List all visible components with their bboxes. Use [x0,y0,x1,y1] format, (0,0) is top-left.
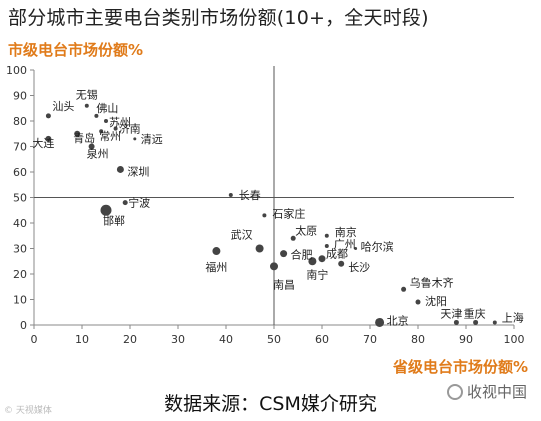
point-label: 太原 [295,224,317,237]
point-label: 沈阳 [425,294,447,308]
point-label: 长春 [239,189,261,202]
x-tick-label: 20 [123,333,137,346]
point-label: 无锡 [76,88,98,102]
data-point [45,113,51,119]
y-tick-label: 50 [13,192,27,205]
watermark-left: © 天视媒体 [4,406,52,416]
data-point [133,137,137,141]
x-tick-label: 0 [31,333,38,346]
data-point [45,135,52,142]
point-label: 常州 [99,130,121,143]
point-label: 成都 [326,248,348,261]
data-point [375,317,385,327]
point-label: 邯郸 [103,213,125,227]
x-tick-label: 50 [267,333,281,346]
data-point [473,319,479,325]
y-tick-label: 100 [6,64,27,77]
y-tick-label: 30 [13,243,27,256]
wechat-icon [446,384,463,400]
data-point [415,299,421,305]
point-label: 佛山 [96,102,118,115]
point-label: 长沙 [348,261,370,274]
y-tick-label: 10 [13,294,27,307]
data-point [280,250,288,258]
point-label: 武汉 [231,229,253,242]
data-point [401,286,407,292]
data-point [290,235,296,241]
data-point [255,244,264,253]
y-tick-label: 90 [13,90,27,103]
data-points [45,103,497,327]
x-tick-label: 100 [504,333,525,346]
watermark-right: 收视中国 [446,381,527,402]
data-point [492,320,497,325]
page-title: 部分城市主要电台类别市场份额(10+，全天时段) [8,7,429,29]
data-point [116,165,124,173]
data-point [308,257,317,266]
point-label: 青岛 [73,131,95,145]
data-point [453,319,459,325]
x-tick-label: 30 [171,333,185,346]
data-point [88,143,95,150]
data-point [338,260,345,267]
data-point [318,255,326,263]
point-label: 南京 [335,225,357,239]
y-axis-label: 市级电台市场份额% [8,41,143,59]
point-label: 天津 [440,307,462,320]
x-tick-label: 90 [459,333,473,346]
x-tick-label: 80 [411,333,425,346]
x-tick-label: 60 [315,333,329,346]
point-label: 福州 [205,260,227,274]
point-label: 泉州 [87,147,109,161]
point-label: 大连 [32,136,54,150]
point-label: 合肥 [291,248,313,262]
y-tick-label: 20 [13,268,27,281]
data-point [354,247,358,250]
point-label: 广州 [334,238,356,251]
point-label: 南昌 [273,278,295,291]
data-point [324,243,329,248]
point-label: 南宁 [306,267,328,281]
point-label: 济南 [119,122,141,136]
point-label: 乌鲁木齐 [410,275,454,289]
chart-axes: 0 10 20 30 40 50 60 70 80 90 100 0 10 20 30 40 50 60 70 80 9… [6,64,525,346]
point-label: 深圳 [127,165,149,178]
data-point [228,192,233,197]
data-point [324,233,329,238]
point-label: 重庆 [464,306,486,320]
point-label: 苏州 [109,116,131,129]
y-tick-label: 40 [13,217,27,230]
data-point [74,130,81,137]
y-tick-label: 80 [13,115,27,128]
data-point [262,213,267,218]
x-tick-label: 10 [75,333,89,346]
data-source: 数据来源：CSM媒介研究 [164,393,377,415]
point-label: 汕头 [52,100,74,113]
data-point [99,129,104,134]
data-point [270,262,278,271]
data-point [94,113,99,118]
point-label: 上海 [502,310,524,324]
data-point [113,126,118,131]
y-tick-label: 0 [20,319,27,332]
data-point [104,119,108,123]
data-point [122,200,128,206]
y-tick-label: 60 [13,166,27,179]
x-tick-label: 40 [219,333,233,346]
data-point [84,103,89,108]
point-label: 北京 [387,313,409,327]
y-tick-label: 70 [13,141,27,154]
point-label: 清远 [141,133,163,146]
point-label: 哈尔滨 [361,240,394,254]
point-label: 宁波 [128,196,150,210]
data-point [100,204,112,216]
quadrant-crosshair [34,66,514,325]
x-axis-label: 省级电台市场份额% [392,358,528,376]
data-point [212,247,221,256]
watermark-right-label: 收视中国 [466,383,527,401]
x-tick-label: 70 [363,333,377,346]
point-label: 石家庄 [272,206,305,220]
